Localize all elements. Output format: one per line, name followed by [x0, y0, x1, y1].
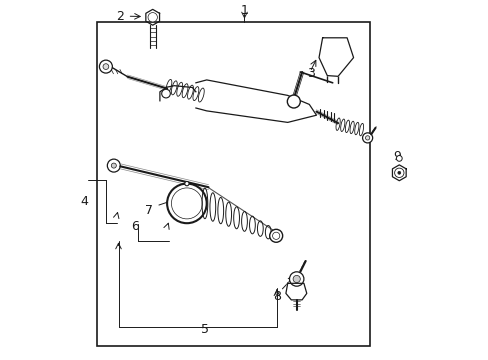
- Polygon shape: [318, 38, 353, 76]
- Circle shape: [269, 229, 282, 242]
- Circle shape: [107, 159, 120, 172]
- Polygon shape: [392, 165, 406, 181]
- Circle shape: [171, 188, 202, 219]
- Bar: [97, 22, 370, 346]
- Polygon shape: [285, 283, 306, 300]
- Circle shape: [99, 60, 112, 73]
- Circle shape: [162, 89, 170, 98]
- Circle shape: [272, 232, 279, 239]
- Text: 1: 1: [240, 4, 248, 17]
- Text: 6: 6: [130, 220, 139, 233]
- Text: 7: 7: [145, 204, 153, 217]
- Circle shape: [184, 181, 189, 186]
- Circle shape: [396, 156, 401, 161]
- Circle shape: [289, 272, 303, 286]
- Circle shape: [362, 133, 372, 143]
- Circle shape: [167, 184, 206, 223]
- Text: 8: 8: [272, 291, 280, 303]
- Circle shape: [397, 171, 400, 174]
- Circle shape: [287, 95, 300, 108]
- Circle shape: [292, 275, 300, 283]
- Text: 4: 4: [80, 195, 88, 208]
- Polygon shape: [196, 80, 316, 122]
- Text: 2: 2: [116, 10, 124, 23]
- Circle shape: [394, 168, 403, 177]
- Text: 5: 5: [201, 323, 208, 336]
- Circle shape: [111, 163, 116, 168]
- Circle shape: [148, 13, 157, 22]
- Text: 9: 9: [393, 150, 401, 163]
- Text: 3: 3: [306, 67, 314, 80]
- Circle shape: [365, 136, 369, 140]
- Circle shape: [103, 64, 108, 69]
